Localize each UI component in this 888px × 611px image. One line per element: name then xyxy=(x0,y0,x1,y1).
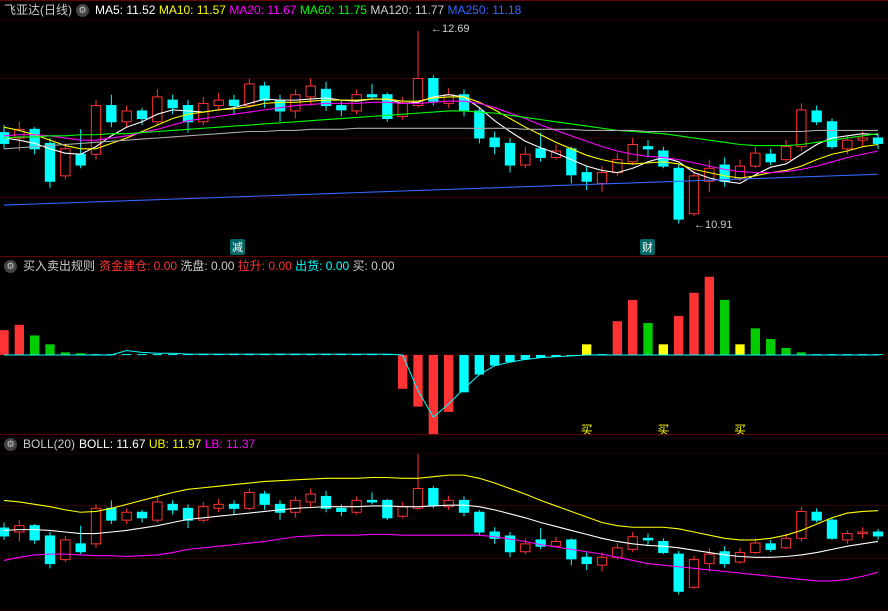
high-price-label: ←12.69 xyxy=(431,23,470,35)
gear-icon[interactable]: ⚙ xyxy=(4,438,17,451)
tag-jian: 减 xyxy=(230,239,245,255)
boll-panel: ⚙ BOLL(20) BOLL: 11.67 UB: 11.97 LB: 11.… xyxy=(0,434,888,610)
gear-icon[interactable]: ⚙ xyxy=(4,260,17,273)
stock-name: 飞亚达(日线) xyxy=(4,1,72,19)
indicator-header: ⚙ 买入卖出规则 资金建仓: 0.00 洗盘: 0.00 拉升: 0.00 出货… xyxy=(0,257,888,275)
low-price-label: ←10.91 xyxy=(694,219,733,231)
boll-title: BOLL(20) xyxy=(23,435,75,453)
main-candlestick-panel: 飞亚达(日线) ⚙ MA5: 11.52 MA10: 11.57 MA20: 1… xyxy=(0,0,888,256)
main-chart-area[interactable]: ←12.69 ←10.91 减 财 xyxy=(0,19,888,256)
boll-labels-row: BOLL: 11.67 UB: 11.97 LB: 11.37 xyxy=(79,435,255,453)
tag-cai: 财 xyxy=(640,239,655,255)
ma-labels-row: MA5: 11.52 MA10: 11.57 MA20: 11.67 MA60:… xyxy=(95,1,521,19)
indicator-chart-area[interactable]: 买买买 xyxy=(0,275,888,434)
indicator-title: 买入卖出规则 xyxy=(23,257,95,275)
indicator-labels-row: 资金建仓: 0.00 洗盘: 0.00 拉升: 0.00 出货: 0.00 买:… xyxy=(99,257,395,275)
main-chart-header: 飞亚达(日线) ⚙ MA5: 11.52 MA10: 11.57 MA20: 1… xyxy=(0,1,888,19)
indicator-panel: ⚙ 买入卖出规则 资金建仓: 0.00 洗盘: 0.00 拉升: 0.00 出货… xyxy=(0,256,888,434)
boll-header: ⚙ BOLL(20) BOLL: 11.67 UB: 11.97 LB: 11.… xyxy=(0,435,888,453)
boll-chart-area[interactable] xyxy=(0,453,888,610)
gear-icon[interactable]: ⚙ xyxy=(76,4,89,17)
